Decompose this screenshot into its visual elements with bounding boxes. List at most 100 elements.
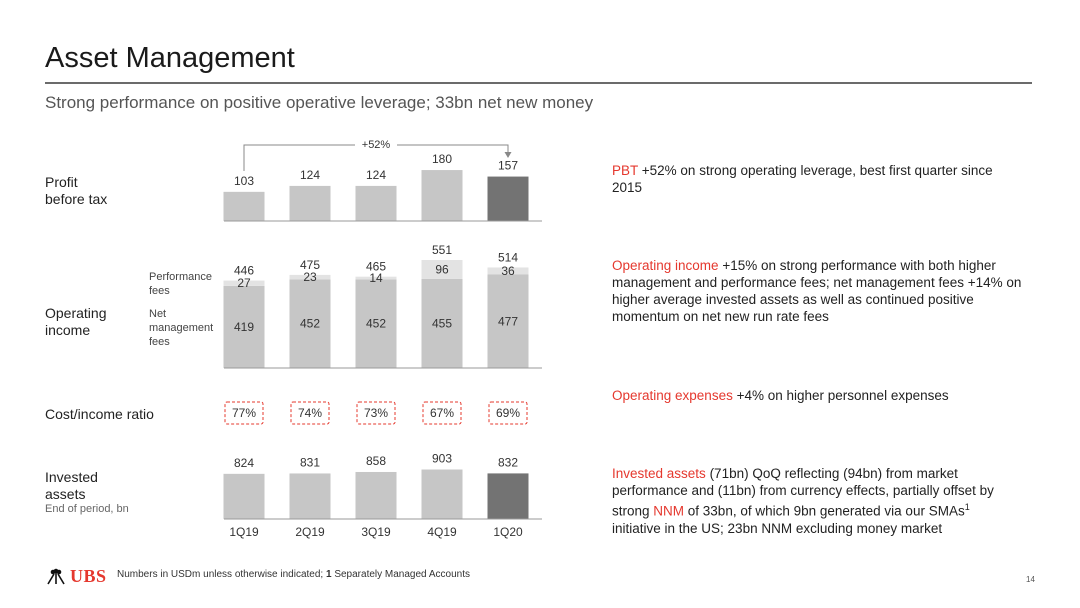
performance-fees-label-line2: fees	[149, 285, 170, 297]
logo-text: UBS	[70, 566, 107, 586]
footer-note-text-b: Separately Managed Accounts	[331, 569, 470, 580]
comment-invested-assets: Invested assets (71bn) QoQ reflecting (9…	[612, 465, 1022, 537]
footnote-marker: 1	[964, 502, 970, 512]
invested-bar-1Q19	[223, 473, 265, 519]
mgmt-fees-bar-1Q19	[223, 285, 265, 368]
comment-pbt-highlight: PBT	[612, 163, 639, 178]
operating-income-total-4Q19: 551	[432, 243, 452, 257]
performance-fees-label: Performance fees	[149, 270, 212, 298]
operating-income-total-1Q19: 446	[234, 264, 254, 278]
mgmt-fees-value-1Q19: 419	[234, 320, 254, 334]
invested-assets-label-line1: Invested	[45, 469, 98, 485]
pbt-bar-4Q19	[421, 170, 463, 221]
comment-invested-assets-text-a: (71bn) QoQ reflecting (94bn) from market…	[612, 466, 994, 519]
invested-value-3Q19: 858	[366, 454, 386, 468]
perf-fees-value-1Q19: 27	[237, 276, 251, 290]
page-number: 14	[1026, 575, 1035, 584]
footer-note: Numbers in USDm unless otherwise indicat…	[117, 569, 470, 580]
footer-note-text-a: Numbers in USDm unless otherwise indicat…	[117, 569, 326, 580]
invested-assets-label: Invested assets	[45, 469, 98, 503]
net-management-fees-label-line3: fees	[149, 336, 170, 348]
perf-fees-bar-3Q19	[355, 276, 397, 280]
mgmt-fees-bar-3Q19	[355, 279, 397, 368]
comment-pbt: PBT +52% on strong operating leverage, b…	[612, 162, 1022, 196]
cir-box-1Q19	[224, 401, 264, 425]
cir-value-4Q19: 67%	[430, 406, 454, 420]
page-subtitle: Strong performance on positive operative…	[45, 93, 594, 112]
page-title: Asset Management	[45, 42, 295, 74]
comment-operating-expenses-highlight: Operating expenses	[612, 388, 733, 403]
invested-value-1Q20: 832	[498, 455, 518, 469]
cir-box-2Q19	[290, 401, 330, 425]
x-tick-3Q19: 3Q19	[361, 525, 391, 539]
comment-pbt-text: +52% on strong operating leverage, best …	[612, 163, 993, 195]
cir-value-1Q20: 69%	[496, 406, 520, 420]
mgmt-fees-value-1Q20: 477	[498, 314, 518, 328]
growth-label: +52%	[362, 139, 391, 151]
operating-income-label: Operating income	[45, 305, 106, 339]
invested-value-4Q19: 903	[432, 452, 452, 466]
perf-fees-bar-1Q20	[487, 267, 529, 275]
comment-operating-expenses-text: +4% on higher personnel expenses	[732, 388, 949, 403]
x-tick-4Q19: 4Q19	[427, 525, 457, 539]
cir-value-3Q19: 73%	[364, 406, 388, 420]
comment-invested-assets-text-c: initiative in the US; 23bn NNM excluding…	[612, 520, 943, 536]
x-tick-2Q19: 2Q19	[295, 525, 325, 539]
operating-income-label-line1: Operating	[45, 305, 107, 321]
cir-box-4Q19	[422, 401, 462, 425]
mgmt-fees-bar-1Q20	[487, 274, 529, 368]
invested-bar-3Q19	[355, 471, 397, 519]
performance-fees-label-line1: Performance	[149, 271, 212, 283]
growth-label-bg	[355, 137, 397, 151]
perf-fees-bar-2Q19	[289, 274, 331, 280]
perf-fees-value-4Q19: 96	[435, 262, 449, 276]
invested-value-2Q19: 831	[300, 455, 320, 469]
operating-income-total-2Q19: 475	[300, 258, 320, 272]
invested-assets-label-line2: assets	[45, 486, 86, 502]
comment-operating-income-highlight: Operating income	[612, 258, 719, 273]
pbt-bar-1Q19	[223, 191, 265, 221]
cir-box-1Q20	[488, 401, 528, 425]
operating-income-total-1Q20: 514	[498, 250, 518, 264]
mgmt-fees-bar-4Q19	[421, 278, 463, 368]
perf-fees-bar-4Q19	[421, 260, 463, 279]
comment-nnm-highlight: NNM	[653, 503, 685, 519]
comment-invested-assets-text-b: of 33bn, of which 9bn generated via our …	[684, 503, 965, 519]
operating-income-total-3Q19: 465	[366, 260, 386, 274]
cir-value-1Q19: 77%	[232, 406, 256, 420]
cir-box-3Q19	[356, 401, 396, 425]
pbt-bar-1Q20	[487, 176, 529, 221]
perf-fees-value-1Q20: 36	[501, 264, 515, 278]
footer-note-bold: 1	[325, 569, 332, 580]
pbt-bar-2Q19	[289, 185, 331, 221]
keys-icon	[47, 568, 65, 584]
ubs-logo: UBS	[45, 566, 107, 587]
invested-bar-1Q20	[487, 473, 529, 519]
x-tick-1Q19: 1Q19	[229, 525, 259, 539]
pbt-bar-3Q19	[355, 185, 397, 221]
pbt-label-line1: Profit	[45, 174, 78, 190]
x-tick-1Q20: 1Q20	[493, 525, 523, 539]
invested-value-1Q19: 824	[234, 456, 254, 470]
comment-operating-income-text: +15% on strong performance with both hig…	[612, 258, 1022, 324]
comment-operating-income: Operating income +15% on strong performa…	[612, 257, 1022, 325]
net-management-fees-label-line2: management	[149, 322, 214, 334]
comment-invested-assets-highlight: Invested assets	[612, 466, 706, 481]
pbt-value-2Q19: 124	[300, 168, 320, 182]
mgmt-fees-value-4Q19: 455	[432, 316, 452, 330]
perf-fees-bar-1Q19	[223, 280, 265, 286]
title-divider	[45, 82, 1032, 84]
pbt-label-line2: before tax	[45, 191, 108, 207]
pbt-value-1Q20: 157	[498, 159, 518, 173]
pbt-value-1Q19: 103	[234, 174, 254, 188]
perf-fees-value-3Q19: 14	[369, 271, 383, 285]
perf-fees-value-2Q19: 23	[303, 270, 317, 284]
invested-bar-2Q19	[289, 473, 331, 519]
pbt-value-4Q19: 180	[432, 152, 452, 166]
pbt-label: Profit before tax	[45, 174, 107, 208]
mgmt-fees-bar-2Q19	[289, 279, 331, 368]
growth-arrow-icon	[504, 152, 512, 158]
comment-operating-expenses: Operating expenses +4% on higher personn…	[612, 387, 1022, 404]
net-management-fees-label: Net management fees	[149, 307, 213, 349]
